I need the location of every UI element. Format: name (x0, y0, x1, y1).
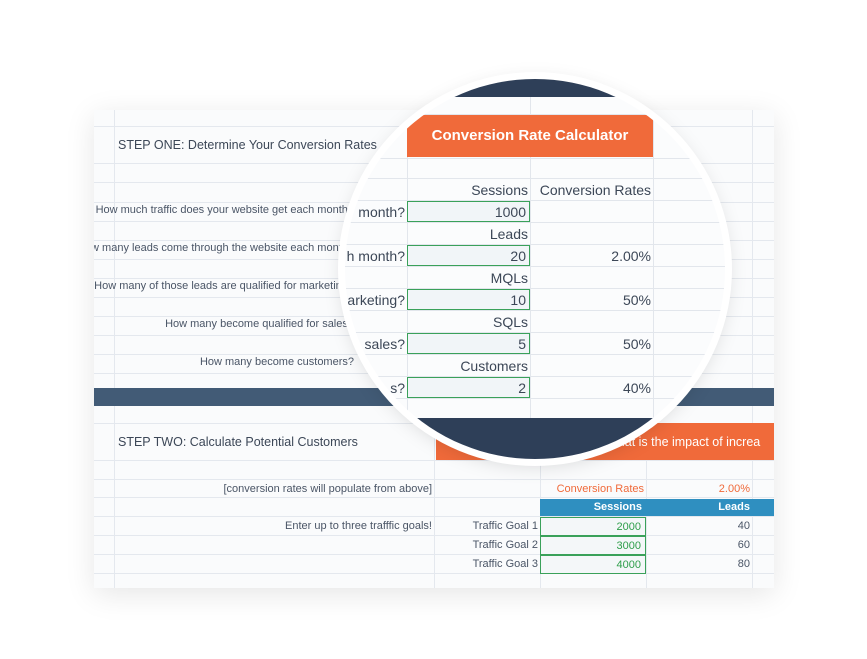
traffic-goal-2-input[interactable]: 3000 (540, 536, 646, 555)
traffic-goal-label: Traffic Goal 3 (472, 558, 538, 570)
goals-prompt: Enter up to three trafffic goals! (285, 520, 432, 532)
leads-value: 20 (510, 248, 526, 264)
calculator-title-bar: Conversion Rate Calculator (407, 115, 653, 157)
sessions-column-header: Sessions (540, 499, 646, 516)
customers-input[interactable]: 2 (407, 377, 530, 398)
magnifier-lens: Conversion Rate Calculator Sessions Conv… (345, 79, 725, 459)
sessions-value: 1000 (494, 204, 526, 220)
leads-input[interactable]: 20 (407, 245, 530, 266)
step-one-title: STEP ONE: Determine Your Conversion Rate… (118, 138, 377, 152)
traffic-goal-label: Traffic Goal 2 (472, 539, 538, 551)
question-sqls: How many become qualified for sales? (165, 318, 354, 330)
sessions-input[interactable]: 1000 (407, 201, 530, 222)
mqls-header: MQLs (490, 270, 528, 286)
leads-rate: 2.00% (611, 248, 651, 264)
leads-column-header: Leads (646, 499, 774, 516)
conversion-rate-value: 2.00% (718, 483, 750, 495)
traffic-goal-3-input[interactable]: 4000 (540, 555, 646, 574)
customers-header: Customers (460, 358, 528, 374)
step-two-title: STEP TWO: Calculate Potential Customers (118, 435, 358, 449)
calculator-title: Conversion Rate Calculator (431, 127, 629, 144)
mqls-input[interactable]: 10 (407, 289, 530, 310)
question-tail: month? (358, 204, 405, 220)
question-tail: h month? (346, 248, 405, 264)
traffic-goal-2-sessions: 3000 (616, 540, 641, 552)
sqls-header: SQLs (492, 314, 528, 330)
traffic-goal-1-input[interactable]: 2000 (540, 517, 646, 536)
sqls-input[interactable]: 5 (407, 333, 530, 354)
sqls-rate: 50% (622, 336, 651, 352)
question-tail: sales? (364, 336, 405, 352)
traffic-goal-3-sessions: 4000 (616, 559, 641, 571)
traffic-goal-1-sessions: 2000 (616, 521, 641, 533)
question-leads: How many leads come through the website … (94, 242, 354, 254)
conversion-rates-header: Conversion Rates (539, 182, 651, 198)
customers-value: 2 (518, 380, 526, 396)
mqls-rate: 50% (622, 292, 651, 308)
question-customers: How many become customers? (199, 356, 354, 368)
question-tail: s? (390, 380, 405, 396)
traffic-goal-label: Traffic Goal 1 (472, 520, 538, 532)
conversion-rates-label: Conversion Rates (556, 483, 644, 495)
customers-rate: 40% (622, 380, 651, 396)
traffic-goal-1-leads: 40 (737, 520, 750, 532)
traffic-goal-3-leads: 80 (737, 558, 750, 570)
sqls-value: 5 (518, 336, 526, 352)
grid-line (752, 110, 753, 588)
question-traffic: How much traffic does your website get e… (95, 204, 354, 216)
traffic-goal-2-leads: 60 (737, 539, 750, 551)
question-tail: arketing? (347, 292, 405, 308)
populate-note: [conversion rates will populate from abo… (223, 483, 433, 495)
sessions-header: Sessions (471, 182, 528, 198)
question-mqls: How many of those leads are qualified fo… (94, 280, 354, 292)
mqls-value: 10 (510, 292, 526, 308)
lens-top-band (345, 79, 725, 97)
lens-bottom-band (345, 418, 725, 459)
grid-line (114, 110, 115, 588)
leads-header: Leads (489, 226, 528, 242)
